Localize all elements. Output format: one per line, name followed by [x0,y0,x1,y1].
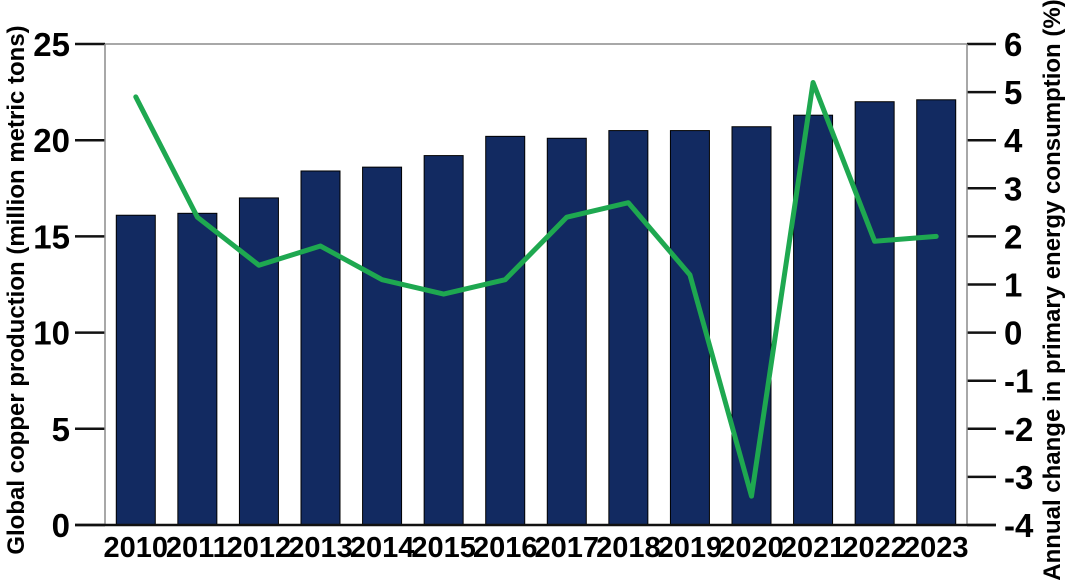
right-axis-tick-label: 5 [1004,74,1022,111]
bar-2015 [423,155,464,526]
right-axis-tick-label: 3 [1004,170,1022,207]
right-axis-tick-label: 1 [1004,267,1022,304]
bar-2011 [177,212,218,526]
x-axis-label-2012: 2012 [227,532,292,564]
left-axis-tick-label: 10 [33,315,70,352]
right-axis-tick-label: 6 [1004,26,1022,63]
x-axis-label-2017: 2017 [535,532,600,564]
left-axis-tick-label: 15 [33,218,70,255]
left-axis-title: Global copper production (million metric… [3,25,30,554]
chart-plot-area: 0510152025-4-3-2-10123456201020112012201… [33,26,1034,564]
bar-2013 [300,170,341,526]
energy-change-line [133,79,939,499]
x-axis-label-2023: 2023 [904,532,969,564]
x-axis-label-2013: 2013 [288,532,353,564]
left-axis-tick-label: 25 [33,26,70,63]
bar-2022 [854,101,895,526]
right-axis-title: Annual change in primary energy consumpt… [1039,0,1066,580]
x-axis-label-2014: 2014 [350,532,415,564]
right-axis-tick-label: -4 [1004,507,1034,544]
left-axis-tick-label: 5 [52,411,70,448]
bar-2010 [115,214,156,526]
x-axis-label-2010: 2010 [104,532,169,564]
x-axis-label-2015: 2015 [411,532,476,564]
left-axis-tick-label: 20 [33,122,70,159]
bar-2017 [546,137,587,526]
bar-2012 [238,197,279,526]
x-axis-label-2022: 2022 [842,532,907,564]
right-axis-tick-label: -2 [1004,411,1033,448]
right-axis-tick-label: 4 [1004,122,1023,159]
bar-2020 [731,126,772,526]
x-axis-label-2011: 2011 [166,532,229,564]
right-axis-tick-label: 0 [1004,315,1022,352]
bar-2014 [362,166,403,526]
right-axis-tick-label: -1 [1004,363,1033,400]
bar-2018 [608,130,649,526]
x-axis-label-2018: 2018 [596,532,661,564]
x-axis-label-2021: 2021 [781,532,846,564]
right-axis-tick-label: 2 [1004,218,1022,255]
x-axis-label-2016: 2016 [473,532,538,564]
bar-2023 [916,99,957,526]
bar-2016 [485,135,526,526]
x-axis-label-2019: 2019 [658,532,723,564]
right-axis-tick-label: -3 [1004,459,1033,496]
x-axis-label-2020: 2020 [719,532,784,564]
left-axis-tick-label: 0 [52,507,70,544]
